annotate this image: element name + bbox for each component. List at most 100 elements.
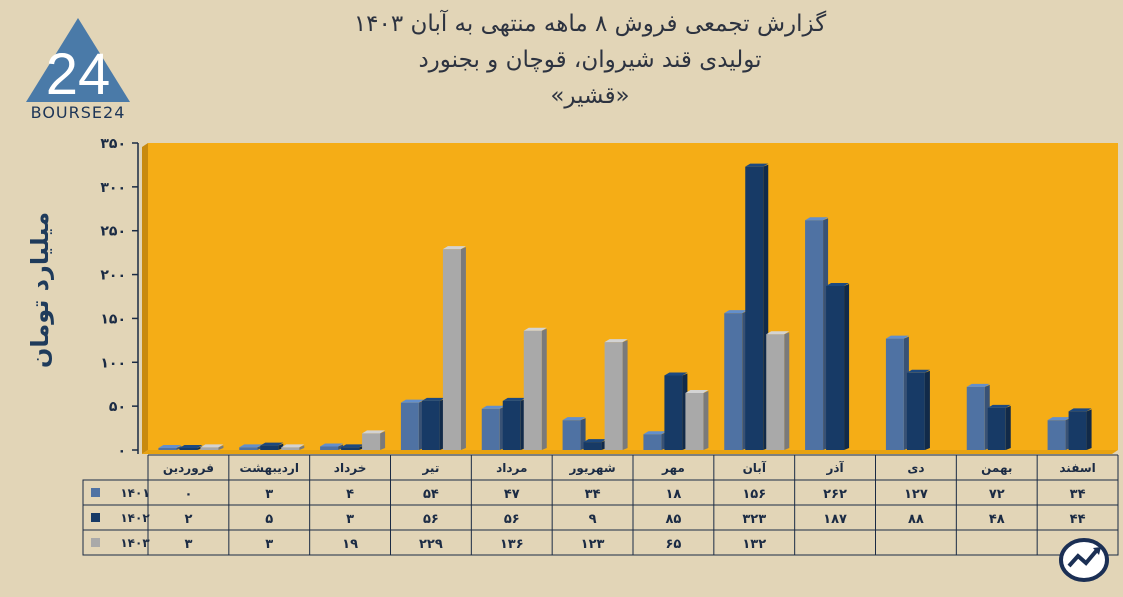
bar-top (906, 369, 930, 373)
logo-mark: 24 (26, 18, 130, 107)
bar (966, 386, 985, 450)
bar (1068, 411, 1087, 450)
data-cell-value: ۰ (184, 487, 192, 502)
y-tick-label: ۵۰ (109, 399, 126, 415)
y-tick-label: ۲۵۰ (100, 224, 126, 240)
bar (583, 442, 602, 450)
y-tick-label: ۱۰۰ (100, 355, 126, 371)
bar-top (685, 389, 709, 393)
data-cell-value: ۳۴ (1070, 487, 1086, 502)
data-cell-value: ۸۵ (665, 512, 681, 527)
bar-top (885, 335, 909, 339)
bar-top (341, 444, 365, 448)
bar-top (260, 442, 284, 446)
bar-side (218, 445, 224, 450)
bar (885, 338, 904, 450)
bar (341, 447, 360, 450)
category-label: آبان (743, 460, 767, 475)
bar-side (176, 446, 182, 450)
category-label: فروردین (163, 461, 214, 476)
bar (604, 342, 623, 450)
title-line-3: «قشیر» (550, 83, 630, 109)
bar-side (380, 431, 386, 450)
bar-side (924, 370, 930, 450)
y-tick-label: ۲۰۰ (100, 268, 126, 284)
data-cell-value: ۴۴ (1070, 512, 1086, 527)
data-cell-value: ۹ (589, 512, 597, 527)
bar (805, 220, 824, 450)
plot-side-wall (142, 143, 148, 454)
bar-top (502, 397, 526, 401)
bar (745, 166, 764, 450)
bar-top (158, 445, 182, 448)
legend-series-name: ۱۴۰۳ (120, 536, 150, 550)
data-cell-value: ۶۵ (665, 537, 681, 552)
plot-area (148, 143, 1118, 450)
category-label: تیر (421, 461, 439, 475)
data-cell-value: ۳۲۳ (742, 512, 766, 527)
bar (320, 446, 339, 450)
data-cell-value: ۴ (346, 487, 354, 502)
bar-top (421, 397, 445, 401)
bar-top (966, 383, 990, 387)
data-cell-value: ۱۲۷ (904, 487, 928, 502)
title-line-1: گزارش تجمعی فروش ۸ ماهه منتهی به آبان ۱۴… (353, 11, 827, 37)
bar-top (400, 399, 424, 403)
data-cell-value: ۱۳۶ (500, 537, 524, 552)
bar (724, 313, 743, 450)
bar-side (784, 332, 790, 450)
bar (158, 448, 177, 450)
bar-top (664, 372, 688, 376)
bar (523, 330, 542, 450)
bar-top (805, 217, 829, 221)
data-cell-value: ۳ (184, 537, 192, 552)
bar-top (442, 246, 466, 250)
bar (200, 447, 219, 450)
bar (400, 402, 419, 450)
bar-top (987, 404, 1011, 408)
bar-top (583, 439, 607, 443)
bar-top (320, 443, 344, 447)
data-cell-value: ۵ (265, 512, 273, 527)
bar (826, 285, 845, 450)
category-label: دی (907, 461, 924, 475)
bar (906, 372, 925, 450)
category-label: بهمن (981, 461, 1012, 475)
bar-top (281, 444, 305, 448)
data-cell-value: ۲ (184, 512, 192, 527)
data-cell-value: ۴۸ (989, 512, 1005, 527)
bar (502, 400, 521, 450)
bar (281, 447, 300, 450)
bar (685, 392, 704, 450)
bar-top (523, 327, 547, 331)
bar-side (460, 247, 466, 450)
bar-top (604, 339, 628, 343)
bar (179, 448, 198, 450)
bar (239, 447, 258, 450)
bar (664, 375, 683, 450)
data-cell-value: ۱۸۷ (823, 512, 847, 527)
bar-top (766, 331, 790, 335)
bar-top (200, 444, 224, 448)
category-label: آذر (825, 460, 844, 475)
data-cell-value: ۱۹ (342, 537, 358, 552)
bar-top (724, 310, 748, 314)
bar (260, 445, 279, 450)
bar-top (362, 430, 386, 434)
legend-swatch (91, 538, 100, 547)
bar-top (562, 417, 586, 421)
category-label: اردیبهشت (240, 461, 299, 475)
y-tick-label: ۳۰۰ (100, 180, 126, 196)
category-label: اسفند (1059, 461, 1095, 475)
bar-top (239, 444, 263, 448)
bar-side (844, 283, 850, 450)
bar-side (338, 444, 344, 450)
bar (562, 420, 581, 450)
bar-top (745, 163, 769, 167)
logo-triangle (26, 18, 130, 102)
bar-side (622, 340, 628, 450)
data-cell-value: ۳ (346, 512, 354, 527)
y-tick-label: ۱۵۰ (100, 311, 126, 327)
data-cell-value: ۵۶ (504, 512, 520, 527)
